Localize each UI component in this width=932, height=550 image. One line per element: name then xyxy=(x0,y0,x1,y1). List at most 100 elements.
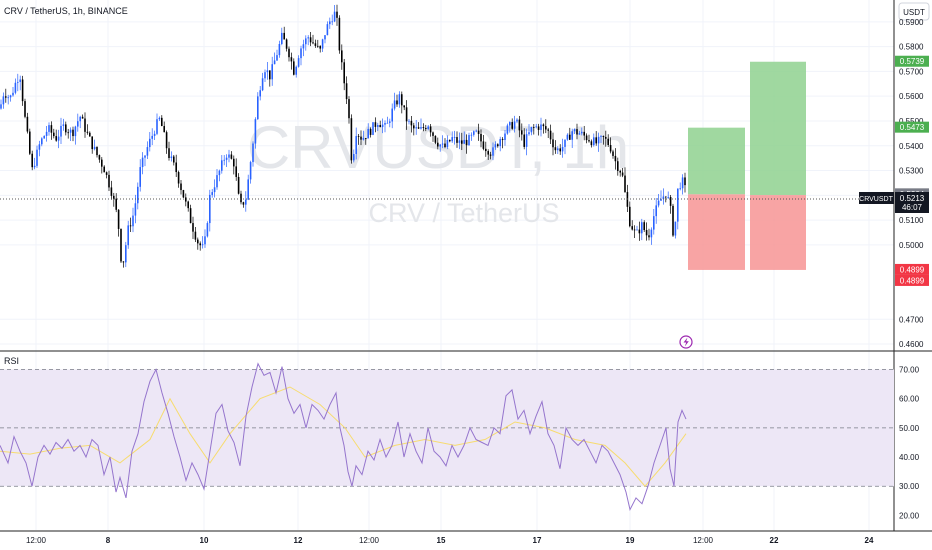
candle-body xyxy=(650,229,653,238)
candle-body xyxy=(314,43,317,46)
candle-body xyxy=(605,136,607,139)
candle-body xyxy=(427,126,429,129)
candle-body xyxy=(386,122,389,124)
candle-body xyxy=(516,119,518,122)
countdown-tag: 46:07 xyxy=(902,203,923,212)
candle-body xyxy=(559,148,561,152)
candle-body xyxy=(681,177,684,189)
candle-body xyxy=(341,50,343,63)
candle-body xyxy=(379,124,381,128)
candle-body xyxy=(127,225,129,246)
candle-body xyxy=(161,117,163,127)
candle-body xyxy=(204,236,206,245)
candle-body xyxy=(578,133,581,135)
take-profit-zone[interactable] xyxy=(688,127,745,195)
candle-body xyxy=(257,96,259,120)
candle-body xyxy=(199,243,201,246)
candle-body xyxy=(499,139,501,147)
rsi-axis[interactable]: 70.00 60.00 50.00 40.00 30.00 20.00 xyxy=(899,366,920,521)
candle-body xyxy=(425,128,427,129)
candle-body xyxy=(245,199,247,205)
candle-body xyxy=(235,166,237,177)
candle-body xyxy=(410,120,413,126)
candle-body xyxy=(24,101,26,117)
candle-body xyxy=(667,196,669,198)
candle-body xyxy=(81,116,84,119)
price-tick-label: 0.5600 xyxy=(899,92,924,101)
candle-body xyxy=(357,136,360,137)
lightning-icon[interactable] xyxy=(679,335,693,349)
candle-body xyxy=(631,226,633,230)
candle-body xyxy=(237,176,240,194)
candle-body xyxy=(506,125,509,134)
candle-body xyxy=(429,126,432,133)
candle-body xyxy=(48,125,50,132)
candle-body xyxy=(98,155,101,160)
candle-body xyxy=(194,231,197,240)
candle-body xyxy=(588,140,590,142)
time-tick-label: 19 xyxy=(626,536,635,545)
candle-body xyxy=(305,38,307,45)
stop-loss-zone[interactable] xyxy=(750,195,806,270)
candle-body xyxy=(144,155,146,158)
candle-body xyxy=(513,121,516,129)
candle-body xyxy=(492,147,494,156)
position-tools[interactable] xyxy=(688,61,806,270)
candle-body xyxy=(590,141,593,146)
candle-body xyxy=(146,147,149,156)
candle-body xyxy=(677,188,679,222)
candle-body xyxy=(206,223,209,237)
candle-body xyxy=(569,134,571,140)
price-tag-bg xyxy=(895,263,929,275)
rsi-label[interactable]: RSI xyxy=(4,356,19,366)
candle-body xyxy=(50,125,53,133)
candle-body xyxy=(278,43,281,56)
stop-loss-zone[interactable] xyxy=(688,194,745,270)
price-tick-label: 0.5000 xyxy=(899,241,924,250)
candle-body xyxy=(660,198,662,201)
candle-body xyxy=(612,151,614,156)
candle-body xyxy=(0,104,2,109)
candle-body xyxy=(45,131,48,136)
candle-body xyxy=(557,148,559,151)
candle-body xyxy=(38,144,41,150)
candle-body xyxy=(197,239,199,244)
candle-body xyxy=(293,61,295,75)
last-price-tag: 0.5213 xyxy=(900,194,925,203)
currency-button[interactable] xyxy=(898,2,930,21)
candle-body xyxy=(501,139,504,141)
candle-body xyxy=(345,83,348,100)
candle-body xyxy=(417,127,420,129)
price-tick-label: 0.5700 xyxy=(899,67,924,76)
price-tag: 0.4899 xyxy=(900,265,925,274)
candle-body xyxy=(302,44,305,49)
candle-body xyxy=(420,127,422,129)
candle-body xyxy=(72,129,74,137)
price-tag-bg xyxy=(895,274,929,286)
time-tick-label: 12 xyxy=(294,536,303,545)
candle-body xyxy=(338,17,341,51)
candle-body xyxy=(69,129,72,133)
candle-body xyxy=(377,124,379,127)
time-axis[interactable]: 12:00 8 10 12 12:00 15 17 19 12:00 22 24 xyxy=(26,536,874,545)
candle-body xyxy=(209,194,211,224)
candle-body xyxy=(117,209,120,229)
candle-body xyxy=(621,172,624,176)
candle-body xyxy=(86,131,89,133)
candle-body xyxy=(451,137,453,142)
candle-body xyxy=(223,159,225,161)
candle-body xyxy=(348,99,350,119)
candle-body xyxy=(645,230,648,236)
candle-body xyxy=(593,137,595,146)
candle-body xyxy=(201,244,204,246)
take-profit-zone[interactable] xyxy=(750,61,806,196)
candle-body xyxy=(79,116,81,122)
candle-body xyxy=(19,79,21,82)
price-axis[interactable]: 0.5900 0.5800 0.5700 0.5600 0.5500 0.5400 0.53… xyxy=(899,18,924,349)
symbol-title[interactable]: CRV / TetherUS, 1h, BINANCE xyxy=(4,6,128,16)
candle-body xyxy=(336,11,338,18)
candle-body xyxy=(77,121,79,127)
candle-body xyxy=(573,129,576,132)
